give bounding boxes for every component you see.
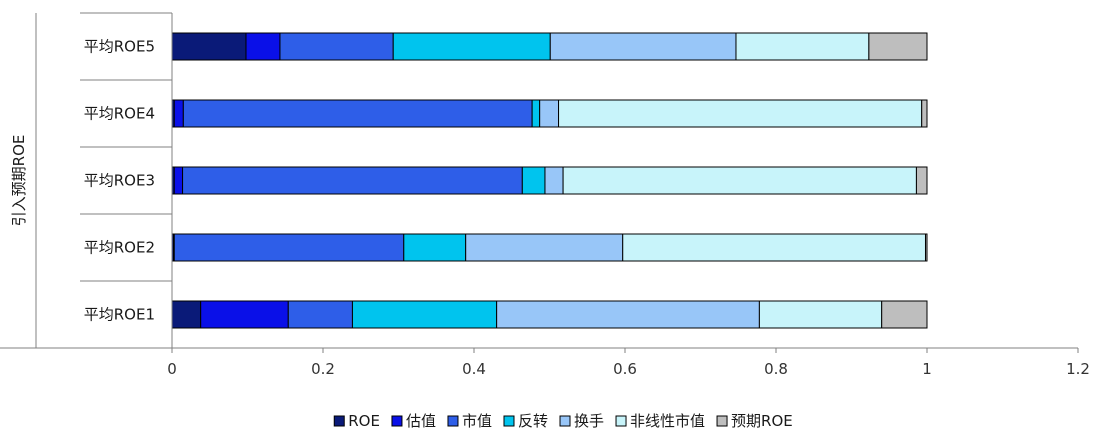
x-tick-label: 1.2 (1066, 360, 1090, 378)
bar-segment-4-6 (622, 233, 926, 262)
axes-layer: 平均ROE5 平均ROE4 平均ROE3 平均ROE2 平均ROE1 引入预期ROE 0 0.… (0, 12, 1090, 378)
bar-segment-1-3 (279, 32, 394, 61)
bar-segment-1-2 (245, 32, 281, 61)
legend-swatch (716, 415, 728, 427)
bar-segment-3-5 (544, 166, 564, 195)
bar-segment-1-4 (392, 32, 551, 61)
x-tick-label: 0.2 (311, 360, 335, 378)
x-tick-label: 0.6 (613, 360, 637, 378)
bar-segment-5-3 (287, 300, 353, 329)
x-tick-label: 0.8 (764, 360, 788, 378)
bar-segment-3-4 (521, 166, 546, 195)
category-label: 平均ROE1 (84, 306, 155, 324)
legend-swatch (559, 415, 571, 427)
bar-segment-1-7 (868, 32, 928, 61)
bar-segment-4-4 (403, 233, 467, 262)
legend-label: 反转 (518, 412, 548, 430)
bar-segment-2-3 (182, 99, 533, 128)
y-axis-title: 引入预期ROE (10, 135, 28, 227)
legend-swatch (615, 415, 627, 427)
bars-layer (171, 32, 928, 329)
bar-segment-4-5 (465, 233, 624, 262)
bar-segment-1-1 (171, 32, 247, 61)
x-tick-label: 0 (167, 360, 177, 378)
bar-segment-3-2 (173, 166, 184, 195)
legend-swatch (333, 415, 345, 427)
bar-segment-2-5 (539, 99, 560, 128)
bar-segment-4-3 (173, 233, 405, 262)
bar-segment-5-5 (496, 300, 760, 329)
bar-segment-5-1 (171, 300, 202, 329)
legend-swatch (503, 415, 515, 427)
bar-segment-1-6 (735, 32, 870, 61)
legend-swatch (447, 415, 459, 427)
x-tick-label: 1 (922, 360, 932, 378)
bar-segment-1-5 (549, 32, 737, 61)
legend-label: 预期ROE (731, 412, 793, 430)
bar-segment-5-7 (881, 300, 928, 329)
bar-segment-2-6 (558, 99, 923, 128)
bar-segment-5-6 (758, 300, 883, 329)
bar-segment-2-2 (173, 99, 184, 128)
legend: ROE 估值 市值 反转 换手 非线性市值 预期ROE (333, 412, 793, 430)
bar-segment-5-2 (200, 300, 289, 329)
bar-segment-3-7 (915, 166, 928, 195)
bar-segment-2-7 (921, 99, 928, 128)
legend-label: 估值 (406, 412, 436, 430)
legend-label: 市值 (462, 412, 492, 430)
legend-label: ROE (348, 412, 380, 430)
bar-segment-4-7 (924, 233, 928, 262)
bar-segment-5-4 (351, 300, 498, 329)
legend-label: 非线性市值 (630, 412, 705, 430)
category-label: 平均ROE2 (84, 239, 155, 257)
x-tick-label: 0.4 (462, 360, 486, 378)
bar-segment-3-3 (182, 166, 523, 195)
bar-segment-3-6 (562, 166, 917, 195)
category-label: 平均ROE4 (84, 105, 155, 123)
legend-swatch (391, 415, 403, 427)
legend-label: 换手 (574, 412, 604, 430)
category-label: 平均ROE5 (84, 38, 155, 56)
bar-segment-2-4 (531, 99, 541, 128)
category-label: 平均ROE3 (84, 172, 155, 190)
